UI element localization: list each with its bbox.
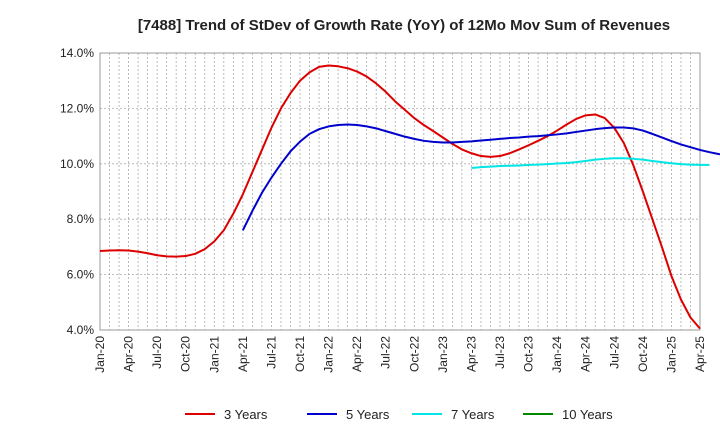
x-tick-label: Apr-24 [579, 336, 593, 372]
x-tick-label: Oct-23 [522, 336, 536, 372]
y-axis: 4.0% 6.0% 8.0% 10.0% 12.0% 14.0% [60, 46, 94, 337]
x-tick-label: Oct-22 [407, 336, 421, 372]
plot-frame [99, 52, 701, 331]
legend-item-3-years-label: 3 Years [224, 407, 268, 422]
y-tick-label: 6.0% [67, 268, 95, 282]
series-line-5-years [241, 123, 720, 231]
x-tick-label: Jan-20 [93, 336, 107, 373]
x-tick-label: Oct-21 [293, 336, 307, 372]
x-tick-label: Jan-23 [436, 336, 450, 373]
x-tick-label: Oct-24 [636, 336, 650, 372]
x-tick-label: Jan-22 [322, 336, 336, 373]
x-tick-label: Apr-25 [693, 336, 707, 372]
x-tick-label: Apr-23 [464, 336, 478, 372]
x-tick-label: Jul-22 [379, 336, 393, 369]
series-lines [99, 64, 720, 330]
legend: 3 Years 5 Years 7 Years 10 Years [185, 407, 613, 422]
x-tick-label: Apr-21 [236, 336, 250, 372]
y-tick-label: 10.0% [60, 157, 94, 171]
chart-title: [7488] Trend of StDev of Growth Rate (Yo… [138, 17, 670, 34]
legend-item-7-years-label: 7 Years [451, 407, 495, 422]
x-tick-label: Jan-24 [550, 336, 564, 373]
x-tick-label: Jul-23 [493, 336, 507, 369]
x-tick-label: Apr-20 [122, 336, 136, 372]
x-tick-label: Apr-22 [350, 336, 364, 372]
x-tick-label: Jan-21 [207, 336, 221, 373]
legend-item-10-years-label: 10 Years [562, 407, 613, 422]
x-axis: Jan-20 Apr-20 Jul-20 Oct-20 Jan-21 Apr-21 Jul-… [93, 336, 707, 373]
grid [100, 52, 700, 331]
y-tick-label: 8.0% [67, 212, 95, 226]
x-tick-label: Jul-20 [150, 336, 164, 369]
series-line-3-years [99, 64, 701, 330]
y-tick-label: 4.0% [67, 323, 95, 337]
legend-item-5-years-label: 5 Years [346, 407, 390, 422]
y-tick-label: 14.0% [60, 46, 94, 60]
x-tick-label: Jan-25 [664, 336, 678, 373]
y-tick-label: 12.0% [60, 101, 94, 115]
x-tick-label: Oct-20 [179, 336, 193, 372]
x-tick-label: Jul-24 [607, 336, 621, 369]
x-tick-label: Jul-21 [264, 336, 278, 369]
series-line-7-years [471, 157, 710, 169]
